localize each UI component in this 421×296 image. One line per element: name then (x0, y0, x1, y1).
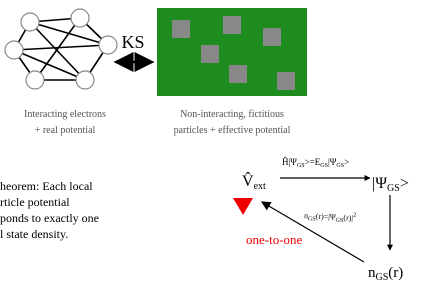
relation-label: one-to-one (246, 232, 303, 247)
text: (r)| (343, 213, 353, 222)
subscript: GS (335, 218, 343, 224)
subscript: GS (297, 163, 305, 169)
caption: + real potential (35, 125, 96, 136)
text: (r)=|Ψ (316, 212, 337, 222)
text: V̂ (242, 171, 254, 190)
potential: V̂ext (242, 171, 266, 192)
text: > (344, 157, 349, 167)
superscript: 2 (353, 213, 356, 219)
text: > (400, 175, 409, 192)
caption: particles + effective potential (174, 125, 291, 136)
text: (r) (388, 265, 403, 281)
subscript: GS (320, 163, 328, 169)
equation: Ĥ|ΨGS>=EGS|ΨGS> (282, 157, 349, 169)
caption: Interacting electrons (24, 109, 106, 120)
subscript: GS (308, 216, 316, 222)
text: |Ψ (372, 175, 387, 192)
density: nGS(r) (368, 265, 403, 283)
red-marker (233, 198, 253, 215)
ks-label: KS (121, 32, 144, 52)
subscript: ext (254, 181, 266, 192)
text: >=E (305, 157, 321, 167)
subscript: GS (376, 272, 389, 283)
theorem-line: rticle potential (0, 195, 70, 209)
theorem-line: ponds to exactly one (0, 211, 99, 225)
diagram: KS Interacting electrons + real potentia… (0, 0, 421, 296)
subscript: GS (387, 183, 400, 194)
electron-nodes (5, 9, 117, 89)
theorem-line: l state density. (0, 227, 68, 241)
density-relation: nGS(r)=|ΨGS(r)|2 (304, 210, 357, 225)
subscript: GS (336, 163, 344, 169)
text: Ĥ|Ψ (282, 157, 297, 167)
ground-state: |ΨGS> (372, 175, 409, 194)
theorem-line: heorem: Each local (0, 179, 93, 193)
caption: Non-interacting, fictitious (180, 109, 284, 120)
